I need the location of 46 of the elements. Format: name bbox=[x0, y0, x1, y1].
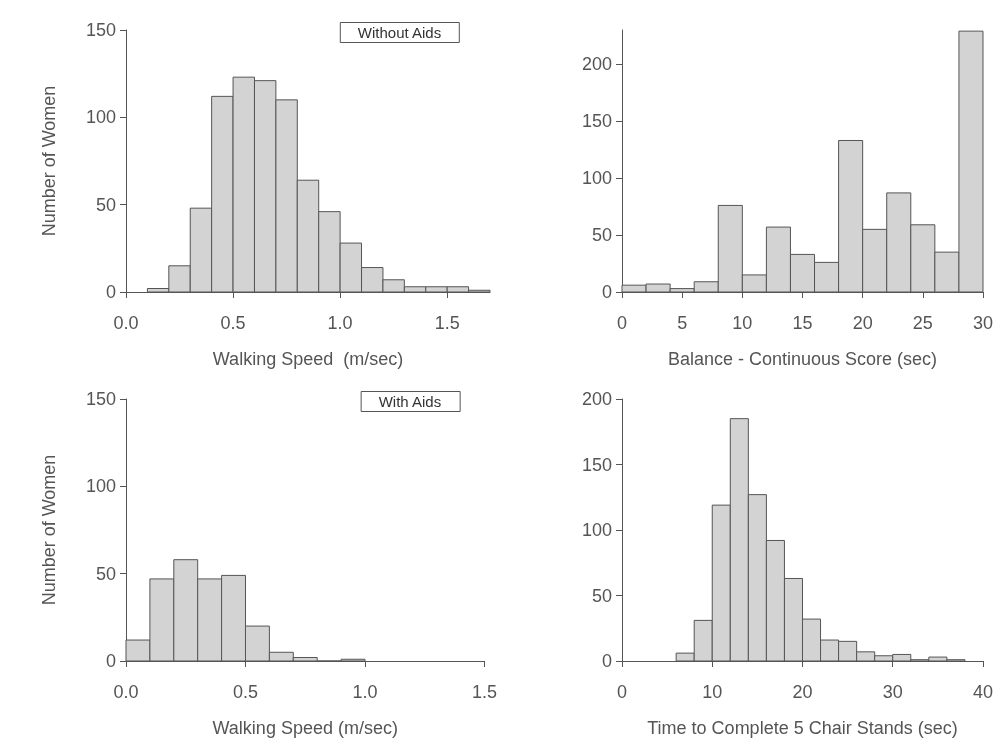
x-tick-label: 10 bbox=[732, 313, 753, 333]
y-tick-label: 100 bbox=[85, 476, 116, 497]
x-tick-label: 0.5 bbox=[232, 682, 259, 702]
x-tick-label: 20 bbox=[792, 682, 813, 702]
y-tick-label: 100 bbox=[85, 107, 116, 128]
y-tick-label: 150 bbox=[85, 389, 116, 409]
x-tick-label: 1.0 bbox=[327, 313, 353, 333]
y-tick-label: 150 bbox=[581, 111, 612, 132]
y-tick-label: 150 bbox=[85, 20, 116, 40]
x-tick-label: 1.5 bbox=[434, 313, 460, 333]
y-tick-label: 200 bbox=[581, 54, 612, 75]
y-tick-label: 0 bbox=[601, 282, 612, 302]
y-tick-label: 100 bbox=[581, 520, 612, 540]
x-axis-title: Walking Speed (m/sec) bbox=[212, 349, 404, 369]
x-tick-label: 0.5 bbox=[220, 313, 246, 333]
y-tick-label: 200 bbox=[581, 389, 612, 409]
y-tick-label: 0 bbox=[105, 282, 116, 302]
y-tick-label: 100 bbox=[581, 168, 612, 189]
y-tick-label: 150 bbox=[581, 454, 612, 475]
x-tick-label: 25 bbox=[912, 313, 933, 333]
y-tick-label: 50 bbox=[591, 585, 612, 606]
x-tick-label: 0 bbox=[616, 682, 628, 702]
x-tick-label: 40 bbox=[972, 682, 993, 702]
y-axis-title: Number of Women bbox=[39, 85, 59, 237]
x-tick-label: 0 bbox=[616, 313, 628, 333]
x-tick-label: 30 bbox=[972, 313, 993, 333]
x-axis-title: Walking Speed (m/sec) bbox=[212, 718, 398, 738]
y-tick-label: 50 bbox=[95, 194, 116, 215]
x-tick-label: 1.0 bbox=[352, 682, 378, 702]
annotation: Without Aids bbox=[357, 24, 442, 41]
x-tick-label: 15 bbox=[792, 313, 813, 333]
x-axis-title: Time to Complete 5 Chair Stands (sec) bbox=[647, 718, 958, 738]
x-tick-label: 0.0 bbox=[113, 313, 139, 333]
y-tick-label: 0 bbox=[105, 651, 116, 671]
y-tick-label: 50 bbox=[591, 225, 612, 246]
y-tick-label: 0 bbox=[601, 651, 612, 671]
y-tick-label: 50 bbox=[95, 563, 116, 584]
x-tick-label: 10 bbox=[702, 682, 723, 702]
x-tick-label: 30 bbox=[882, 682, 903, 702]
annotation: With Aids bbox=[378, 393, 442, 410]
x-tick-label: 20 bbox=[852, 313, 873, 333]
y-axis-title: Number of Women bbox=[39, 454, 59, 606]
x-axis-title: Balance - Continuous Score (sec) bbox=[667, 349, 938, 369]
x-tick-label: 5 bbox=[677, 313, 688, 333]
x-tick-label: 1.5 bbox=[471, 682, 497, 702]
x-tick-label: 0.0 bbox=[113, 682, 139, 702]
